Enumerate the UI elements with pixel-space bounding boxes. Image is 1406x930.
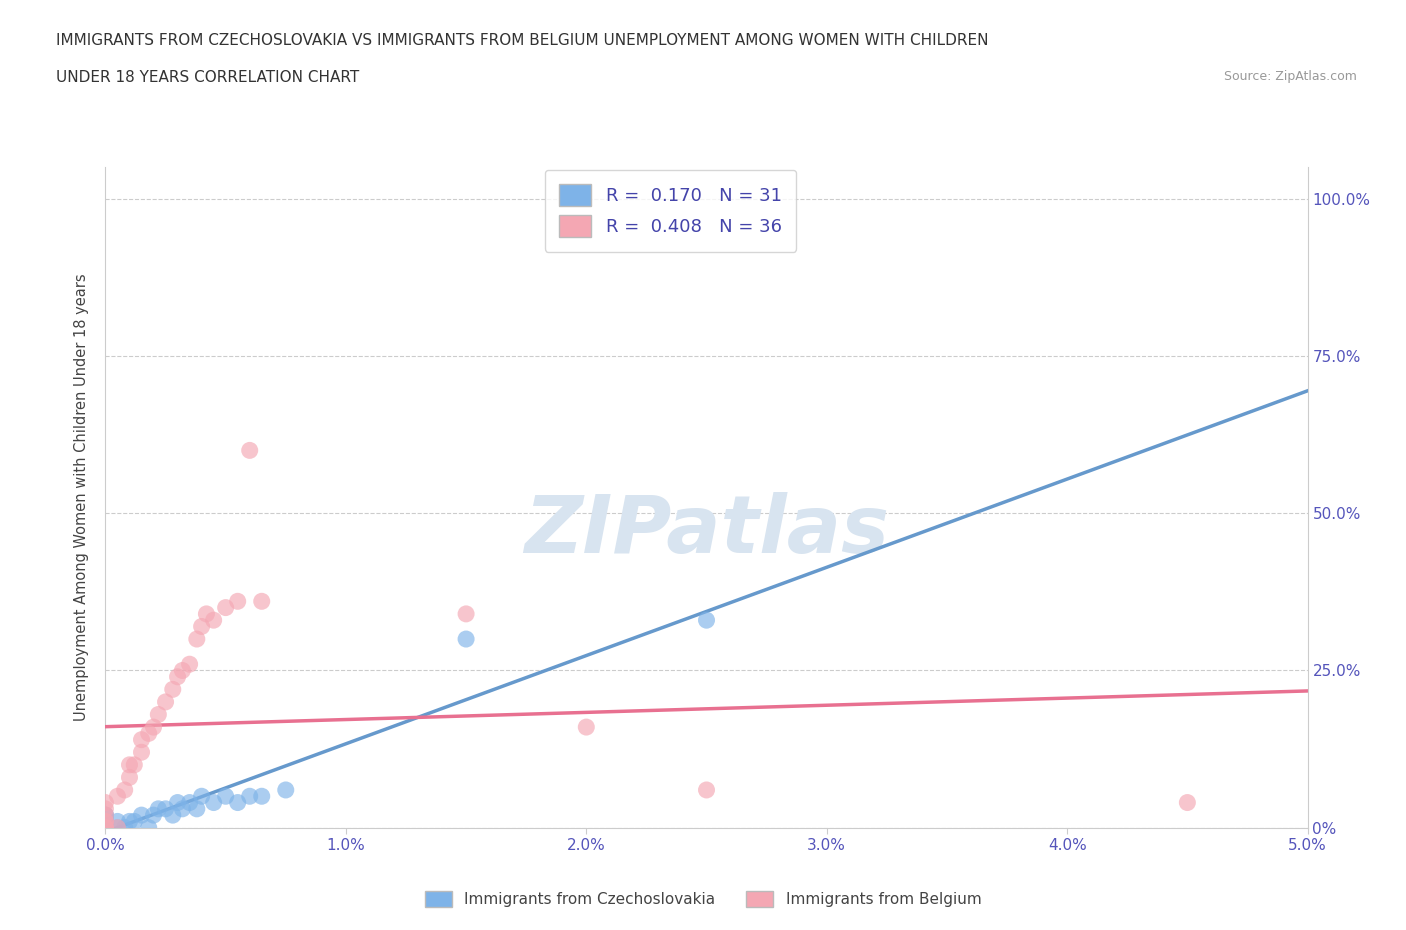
Point: [148, 802, 170, 817]
Point: [94, 820, 117, 835]
Point: [226, 795, 249, 810]
Text: UNDER 18 YEARS CORRELATION CHART: UNDER 18 YEARS CORRELATION CHART: [56, 70, 360, 85]
Point: [155, 802, 177, 817]
Point: [94, 820, 117, 835]
Point: [107, 820, 129, 835]
Point: [138, 726, 160, 741]
Point: [94, 802, 117, 817]
Point: [172, 663, 194, 678]
Point: [107, 814, 129, 829]
Text: ZIPatlas: ZIPatlas: [524, 492, 889, 569]
Point: [250, 789, 273, 804]
Point: [575, 720, 598, 735]
Point: [172, 802, 194, 817]
Point: [138, 820, 160, 835]
Point: [118, 757, 141, 772]
Point: [239, 443, 262, 458]
Point: [94, 814, 117, 829]
Point: [124, 757, 146, 772]
Point: [94, 820, 117, 835]
Point: [107, 789, 129, 804]
Point: [186, 631, 208, 646]
Point: [179, 795, 201, 810]
Point: [166, 795, 188, 810]
Legend: Immigrants from Czechoslovakia, Immigrants from Belgium: Immigrants from Czechoslovakia, Immigran…: [419, 884, 987, 913]
Point: [456, 631, 478, 646]
Point: [142, 807, 165, 822]
Point: [162, 807, 184, 822]
Point: [190, 619, 212, 634]
Point: [94, 814, 117, 829]
Y-axis label: Unemployment Among Women with Children Under 18 years: Unemployment Among Women with Children U…: [75, 273, 90, 722]
Text: Source: ZipAtlas.com: Source: ZipAtlas.com: [1223, 70, 1357, 83]
Point: [148, 707, 170, 722]
Point: [94, 820, 117, 835]
Point: [94, 820, 117, 835]
Point: [114, 820, 136, 835]
Point: [94, 814, 117, 829]
Point: [155, 695, 177, 710]
Point: [94, 820, 117, 835]
Point: [1175, 795, 1198, 810]
Point: [274, 782, 297, 797]
Point: [202, 795, 225, 810]
Point: [186, 802, 208, 817]
Point: [696, 782, 718, 797]
Point: [94, 807, 117, 822]
Legend: R =  0.170   N = 31, R =  0.408   N = 36: R = 0.170 N = 31, R = 0.408 N = 36: [544, 170, 796, 252]
Point: [162, 682, 184, 697]
Point: [114, 782, 136, 797]
Point: [166, 670, 188, 684]
Point: [131, 732, 153, 747]
Point: [94, 807, 117, 822]
Point: [214, 789, 236, 804]
Point: [94, 814, 117, 829]
Point: [142, 720, 165, 735]
Point: [250, 594, 273, 609]
Point: [131, 807, 153, 822]
Point: [195, 606, 218, 621]
Point: [214, 600, 236, 615]
Point: [696, 613, 718, 628]
Point: [239, 789, 262, 804]
Point: [202, 613, 225, 628]
Point: [131, 745, 153, 760]
Point: [94, 795, 117, 810]
Point: [190, 789, 212, 804]
Point: [124, 814, 146, 829]
Point: [118, 814, 141, 829]
Point: [107, 820, 129, 835]
Point: [226, 594, 249, 609]
Text: IMMIGRANTS FROM CZECHOSLOVAKIA VS IMMIGRANTS FROM BELGIUM UNEMPLOYMENT AMONG WOM: IMMIGRANTS FROM CZECHOSLOVAKIA VS IMMIGR…: [56, 33, 988, 47]
Point: [456, 606, 478, 621]
Point: [179, 657, 201, 671]
Point: [94, 807, 117, 822]
Point: [118, 770, 141, 785]
